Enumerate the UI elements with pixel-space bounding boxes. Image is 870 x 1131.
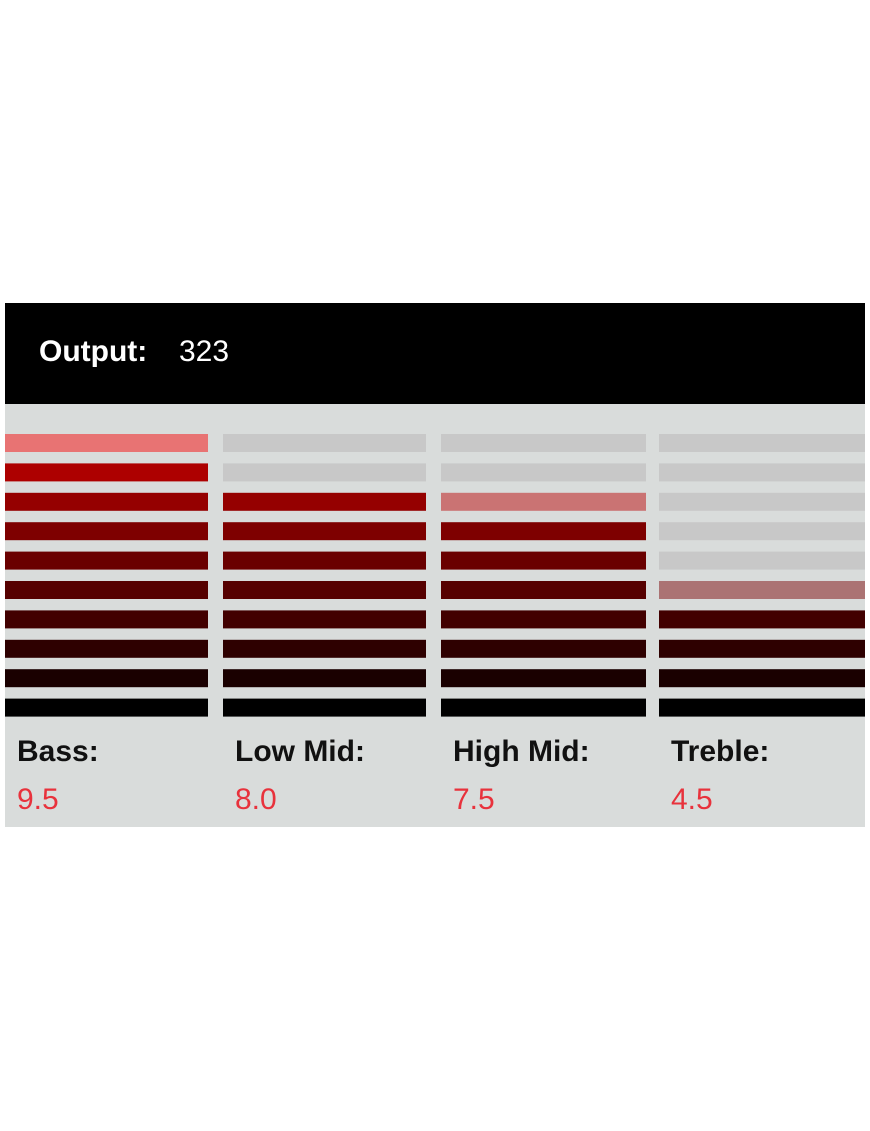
- level-segment: [659, 639, 865, 658]
- level-segment: [5, 610, 208, 629]
- level-segment: [5, 639, 208, 658]
- level-segment: [223, 463, 426, 482]
- level-segment: [659, 551, 865, 570]
- level-segment: [223, 610, 426, 629]
- level-segment: [659, 669, 865, 688]
- level-segment: [5, 434, 208, 452]
- level-segment: [659, 463, 865, 482]
- level-segment: [5, 698, 208, 717]
- band-value: 7.5: [453, 783, 495, 816]
- level-segment: [223, 434, 426, 452]
- level-segment: [659, 434, 865, 452]
- level-segment: [441, 522, 646, 541]
- level-segment: [441, 669, 646, 688]
- band-name: Bass:: [17, 735, 99, 768]
- level-segment: [441, 610, 646, 629]
- output-value: 323: [179, 335, 230, 368]
- level-segment: [441, 639, 646, 658]
- level-segment: [5, 581, 208, 599]
- level-segment: [659, 581, 865, 599]
- level-segment: [441, 698, 646, 717]
- level-segment: [441, 463, 646, 482]
- level-segment: [223, 581, 426, 599]
- output-label: Output:: [39, 335, 148, 368]
- band-value: 9.5: [17, 783, 59, 816]
- level-segment: [223, 492, 426, 511]
- level-segment: [5, 551, 208, 570]
- level-segment: [223, 669, 426, 688]
- level-segment: [441, 434, 646, 452]
- level-segment: [5, 669, 208, 688]
- level-segment: [659, 492, 865, 511]
- band-name: Treble:: [671, 735, 770, 768]
- level-segment: [5, 463, 208, 482]
- level-segment: [659, 610, 865, 629]
- level-segment: [659, 522, 865, 541]
- band-name: Low Mid:: [235, 735, 365, 768]
- band-value: 8.0: [235, 783, 277, 816]
- header: Output: 323: [5, 303, 865, 404]
- level-segment: [223, 698, 426, 717]
- band-name: High Mid:: [453, 735, 590, 768]
- level-segment: [223, 551, 426, 570]
- band-value: 4.5: [671, 783, 713, 816]
- level-segment: [5, 492, 208, 511]
- equalizer-panel: Output: 323 Bass: 9.5 Low Mid: 8.0 High Mid:…: [5, 303, 865, 827]
- level-segment: [223, 522, 426, 541]
- level-segment: [441, 551, 646, 570]
- meter: [5, 434, 865, 717]
- level-segment: [441, 492, 646, 511]
- level-segment: [659, 698, 865, 717]
- level-segment: [441, 581, 646, 599]
- level-segment: [5, 522, 208, 541]
- level-segment: [223, 639, 426, 658]
